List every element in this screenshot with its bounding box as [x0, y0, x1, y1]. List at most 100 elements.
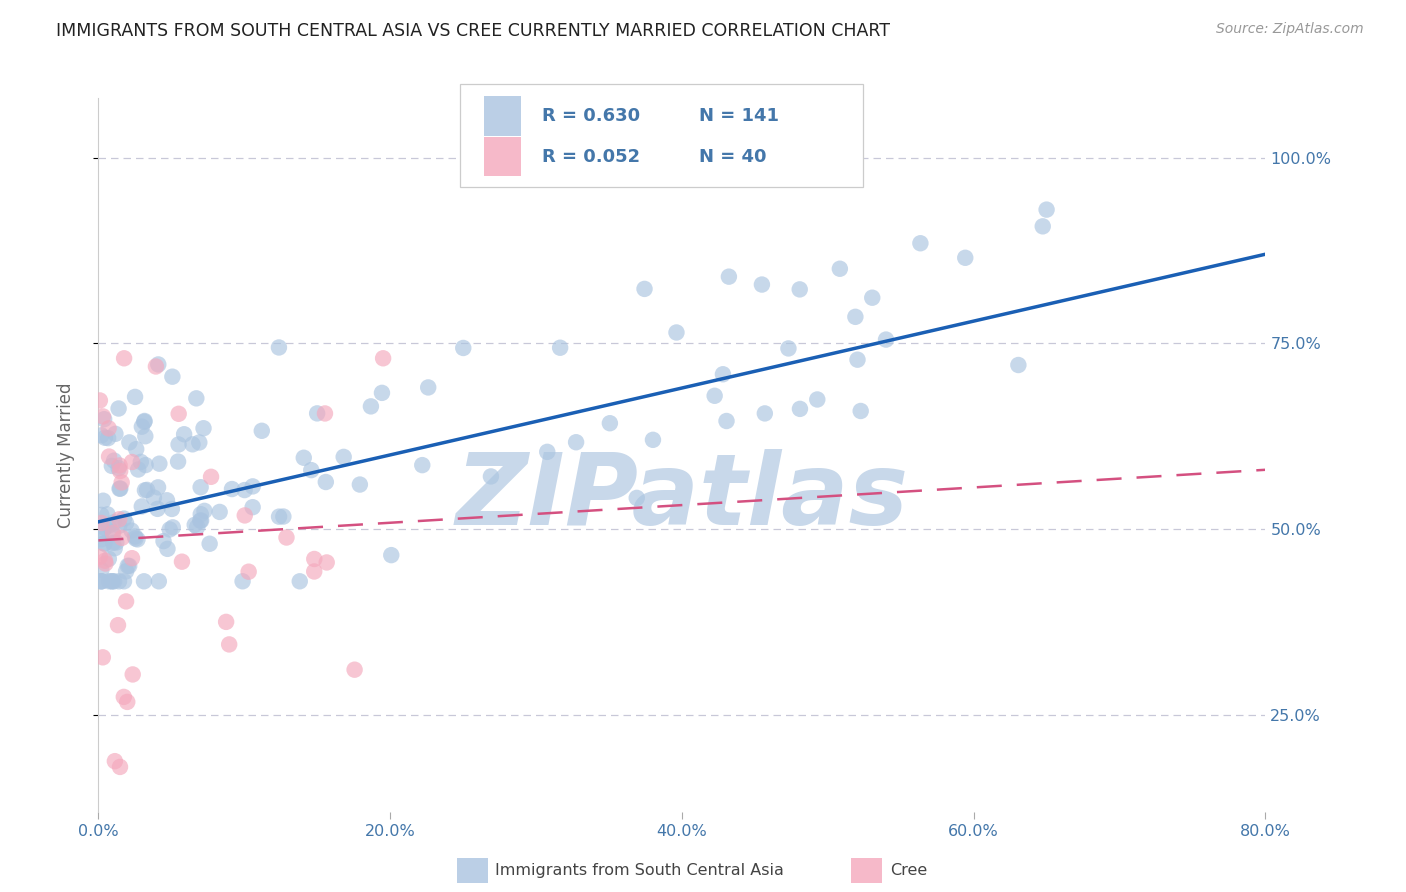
Point — [302, 565, 325, 579]
Point — [94, 521, 117, 535]
Point — [167, 437, 190, 451]
Point — [132, 574, 155, 589]
Point — [101, 526, 124, 541]
Point — [90, 574, 112, 589]
Point — [304, 552, 326, 566]
Point — [190, 480, 212, 494]
Point — [127, 462, 149, 476]
Point — [380, 548, 402, 562]
Point — [536, 445, 558, 459]
Point — [215, 615, 238, 629]
Point — [371, 351, 394, 366]
Point — [146, 480, 169, 494]
Text: Immigrants from South Central Asia: Immigrants from South Central Asia — [495, 863, 783, 878]
Point — [91, 523, 114, 537]
Point — [112, 574, 135, 589]
Point — [91, 409, 114, 424]
Point — [242, 500, 264, 515]
Y-axis label: Currently Married: Currently Married — [56, 382, 75, 528]
Point — [101, 574, 124, 589]
Point — [170, 555, 193, 569]
Point — [665, 326, 688, 340]
Point — [148, 574, 170, 589]
Point — [846, 352, 869, 367]
Point — [190, 514, 212, 528]
Point — [108, 464, 131, 478]
Point — [96, 508, 118, 522]
Point — [233, 483, 256, 497]
Point — [233, 508, 256, 523]
Point — [97, 518, 120, 533]
Point — [146, 501, 169, 516]
Point — [250, 424, 273, 438]
Point — [112, 511, 135, 525]
Point — [97, 421, 120, 435]
Point — [806, 392, 828, 407]
Point — [131, 500, 153, 514]
Point — [91, 493, 114, 508]
Point — [238, 565, 260, 579]
Point — [105, 535, 128, 549]
Point — [90, 574, 112, 589]
Point — [411, 458, 433, 472]
FancyBboxPatch shape — [484, 137, 520, 177]
Point — [167, 407, 190, 421]
Point — [115, 565, 138, 579]
Point — [188, 514, 211, 528]
Point — [103, 453, 125, 467]
Point — [451, 341, 474, 355]
Point — [1007, 358, 1029, 372]
Point — [115, 594, 138, 608]
Point — [118, 558, 141, 573]
Point — [134, 429, 156, 443]
Point — [89, 393, 111, 408]
Point — [115, 516, 138, 530]
Point — [145, 359, 167, 374]
Text: Cree: Cree — [890, 863, 927, 878]
Point — [108, 512, 131, 526]
Point — [242, 479, 264, 493]
Point — [1035, 202, 1057, 217]
Point — [108, 760, 131, 774]
Point — [754, 406, 776, 420]
Point — [633, 282, 655, 296]
Point — [626, 491, 648, 505]
Point — [173, 427, 195, 442]
Point — [90, 574, 112, 589]
Point — [148, 457, 170, 471]
Point — [703, 389, 725, 403]
Point — [186, 520, 208, 534]
Point — [110, 482, 132, 496]
Point — [93, 412, 115, 426]
Point — [134, 414, 156, 428]
Point — [160, 502, 183, 516]
Point — [778, 342, 800, 356]
Point — [94, 554, 117, 568]
Point — [101, 458, 124, 473]
Point — [208, 505, 231, 519]
Point — [844, 310, 866, 324]
Point — [94, 431, 117, 445]
Point — [371, 385, 394, 400]
Point — [108, 458, 131, 473]
Point — [135, 458, 157, 472]
Point — [97, 431, 120, 445]
Point — [148, 358, 170, 372]
Point — [315, 475, 337, 489]
Point — [218, 637, 240, 651]
Point — [104, 754, 127, 768]
Point — [136, 483, 159, 497]
Point — [221, 482, 243, 496]
Point — [860, 291, 883, 305]
Point — [121, 667, 143, 681]
Text: N = 40: N = 40 — [699, 148, 766, 166]
Point — [299, 463, 322, 477]
Point — [711, 368, 734, 382]
Text: N = 141: N = 141 — [699, 107, 779, 125]
FancyBboxPatch shape — [460, 84, 863, 187]
Point — [93, 536, 115, 550]
Point — [94, 557, 117, 571]
Point — [104, 541, 127, 556]
Point — [108, 518, 131, 533]
Point — [162, 520, 184, 534]
